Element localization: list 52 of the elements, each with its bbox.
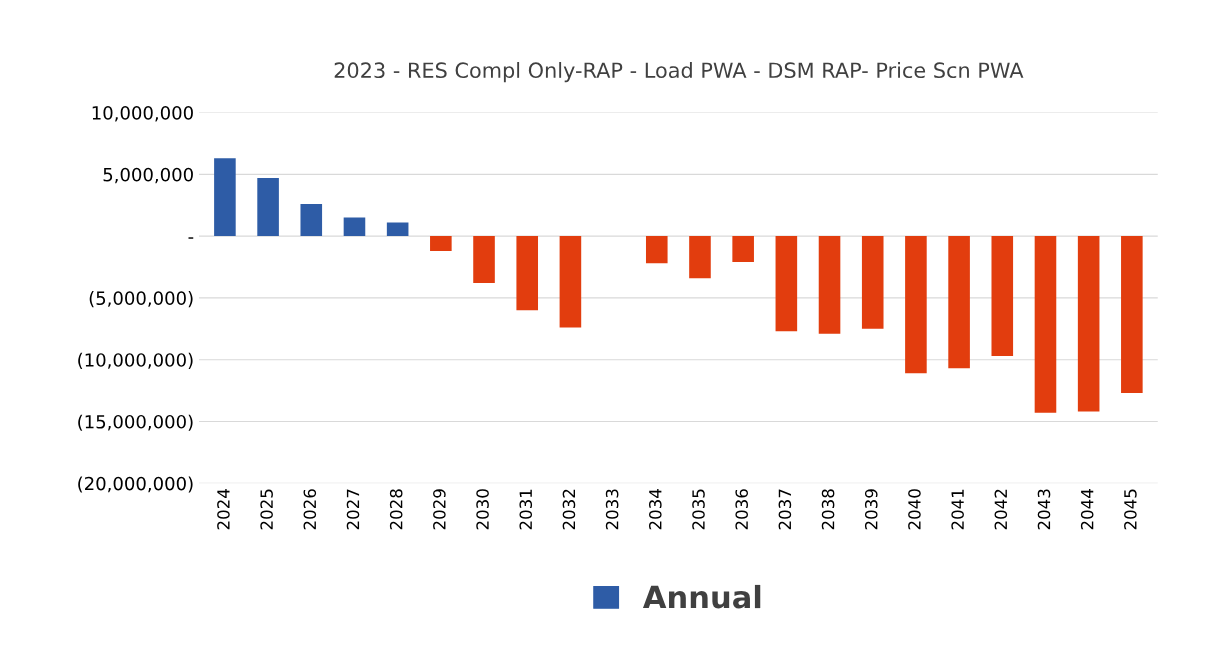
x-tick-label: 2029 (433, 489, 446, 530)
x-tick-label: 2037 (778, 489, 792, 530)
x-tick-label: 2034 (649, 489, 662, 530)
bar (257, 178, 279, 237)
x-tick-label: 2044 (1080, 489, 1094, 530)
y-tick-label: (15,000,000) (78, 414, 193, 431)
bar (1121, 236, 1143, 394)
bar (516, 236, 539, 311)
bar (861, 236, 884, 329)
x-tick-label: 2025 (260, 489, 273, 530)
bar (1034, 236, 1057, 413)
y-tick-label: (10,000,000) (78, 352, 193, 369)
x-tick-label: 2026 (303, 489, 317, 530)
x-tick-label: 2028 (389, 489, 403, 530)
bar (991, 236, 1014, 356)
bar (559, 236, 582, 328)
x-tick-label: 2032 (562, 489, 576, 530)
bar (473, 236, 495, 284)
bar (818, 236, 841, 334)
y-tick-label: (5,000,000) (89, 291, 193, 308)
x-tick-label: 2027 (346, 489, 360, 530)
x-tick-label: 2038 (821, 489, 835, 530)
bar (430, 236, 452, 251)
bar (775, 236, 798, 332)
bar (645, 236, 668, 264)
y-tick-label: 10,000,000 (92, 106, 193, 122)
x-tick-label: 2045 (1124, 489, 1137, 530)
bar (1077, 236, 1100, 412)
chart-title: 2023 - RES Compl Only-RAP - Load PWA - DSM RAP- Price Scn PWA (334, 61, 1024, 83)
bar (343, 217, 366, 237)
x-tick-label: 2042 (994, 489, 1008, 530)
x-tick-label: 2040 (908, 489, 921, 530)
x-tick-label: 2030 (476, 489, 489, 530)
bar (905, 236, 927, 374)
x-tick-label: 2041 (951, 489, 964, 530)
x-tick-label: 2043 (1037, 489, 1051, 530)
bar (214, 158, 236, 237)
x-tick-label: 2036 (735, 489, 748, 530)
bar (732, 236, 754, 263)
y-tick-label: - (188, 237, 194, 239)
x-tick-label: 2033 (605, 489, 619, 530)
bar (948, 236, 970, 369)
legend-label: Annual (642, 584, 761, 609)
x-tick-label: 2035 (692, 489, 705, 530)
x-tick-label: 2039 (864, 489, 878, 530)
y-tick-label: 5,000,000 (103, 167, 193, 184)
x-tick-label: 2024 (217, 489, 230, 530)
x-tick-label: 2031 (519, 489, 533, 530)
y-tick-label: (20,000,000) (78, 476, 193, 493)
bar (386, 222, 409, 237)
bar (300, 203, 323, 237)
bar (689, 236, 711, 279)
